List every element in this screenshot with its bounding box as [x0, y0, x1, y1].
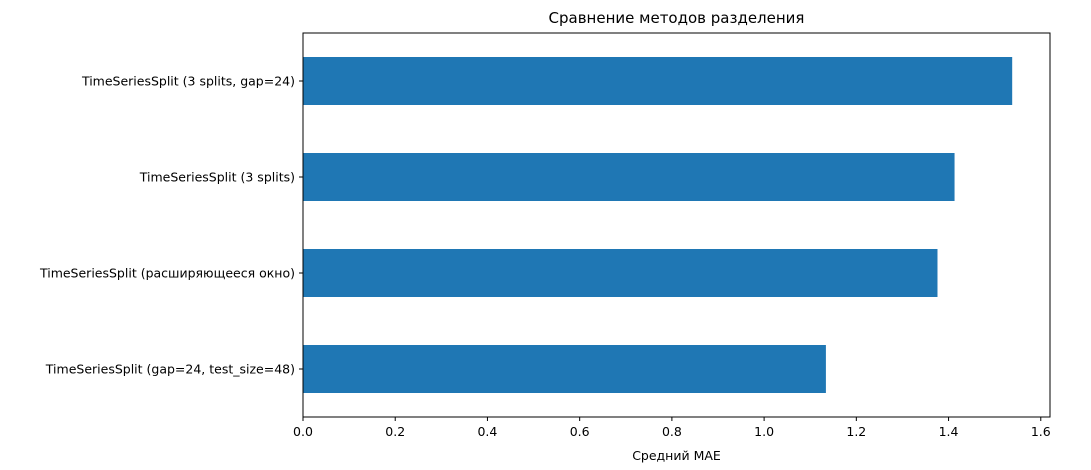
x-tick-label: 0.4	[477, 424, 497, 439]
plot-frame	[302, 32, 1051, 418]
x-axis-ticks: 0.0 0.2 0.4 0.6 0.8 1.0 1.2 1.4 1.6	[293, 417, 1051, 439]
x-tick-label: 1.2	[846, 424, 866, 439]
x-tick-label: 0.8	[662, 424, 682, 439]
x-tick-label: 1.0	[754, 424, 774, 439]
y-tick-label: TimeSeriesSplit (расширяющееся окно)	[39, 266, 295, 281]
y-axis-ticks: TimeSeriesSplit (3 splits, gap=24) TimeSe…	[39, 74, 303, 377]
x-tick-label: 0.0	[293, 424, 313, 439]
bar	[303, 57, 1013, 105]
x-tick-label: 0.6	[570, 424, 590, 439]
x-tick-label: 0.2	[385, 424, 405, 439]
bar	[303, 153, 955, 201]
bars-group	[303, 57, 1013, 393]
y-tick-label: TimeSeriesSplit (gap=24, test_size=48)	[45, 362, 295, 377]
x-tick-label: 1.6	[1031, 424, 1051, 439]
chart-title: Сравнение методов разделения	[549, 9, 805, 27]
y-tick-label: TimeSeriesSplit (3 splits)	[139, 170, 295, 185]
y-tick-label: TimeSeriesSplit (3 splits, gap=24)	[81, 74, 295, 89]
bar	[303, 249, 938, 297]
bar	[303, 345, 826, 393]
x-axis-title: Средний MAE	[632, 448, 721, 463]
x-tick-label: 1.4	[939, 424, 959, 439]
